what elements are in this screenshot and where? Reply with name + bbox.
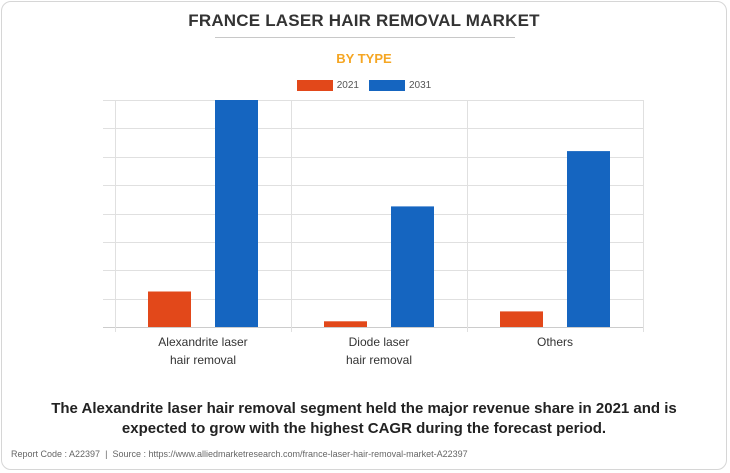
report-code: Report Code : A22397 — [11, 449, 101, 459]
chart-subtitle: BY TYPE — [336, 51, 392, 66]
legend-item-2021[interactable]: 2021 — [296, 80, 359, 91]
chart-legend: 2021 2031 — [0, 80, 728, 91]
source-link[interactable]: Source : https://www.alliedmarketresearc… — [112, 449, 468, 459]
bar-2031-0 — [215, 100, 258, 327]
title-divider — [215, 37, 515, 38]
bar-2031-2 — [567, 151, 610, 327]
bar-2021-0 — [148, 291, 191, 327]
x-tick-label: Diode laser — [349, 335, 410, 349]
x-tick-label: hair removal — [346, 353, 412, 367]
chart-title: FRANCE LASER HAIR REMOVAL MARKET — [188, 11, 540, 30]
legend-swatch-2021 — [296, 80, 333, 91]
x-tick-label: hair removal — [170, 353, 236, 367]
x-tick-label: Others — [537, 335, 573, 349]
bar-2021-2 — [500, 311, 543, 327]
bar-2021-1 — [324, 321, 367, 327]
bar-chart: Alexandrite laser hair removal Diode laser… — [103, 100, 644, 367]
bar-2031-1 — [391, 206, 434, 327]
report-footer: Report Code : A22397 | Source : https://… — [11, 449, 468, 459]
legend-label-2031: 2031 — [409, 80, 432, 91]
legend-item-2031[interactable]: 2031 — [369, 80, 431, 91]
legend-label-2021: 2021 — [336, 80, 359, 91]
chart-caption: The Alexandrite laser hair removal segme… — [51, 400, 677, 437]
footer-separator: | — [105, 449, 108, 459]
x-tick-label: Alexandrite laser — [158, 335, 247, 349]
legend-swatch-2031 — [369, 80, 405, 91]
